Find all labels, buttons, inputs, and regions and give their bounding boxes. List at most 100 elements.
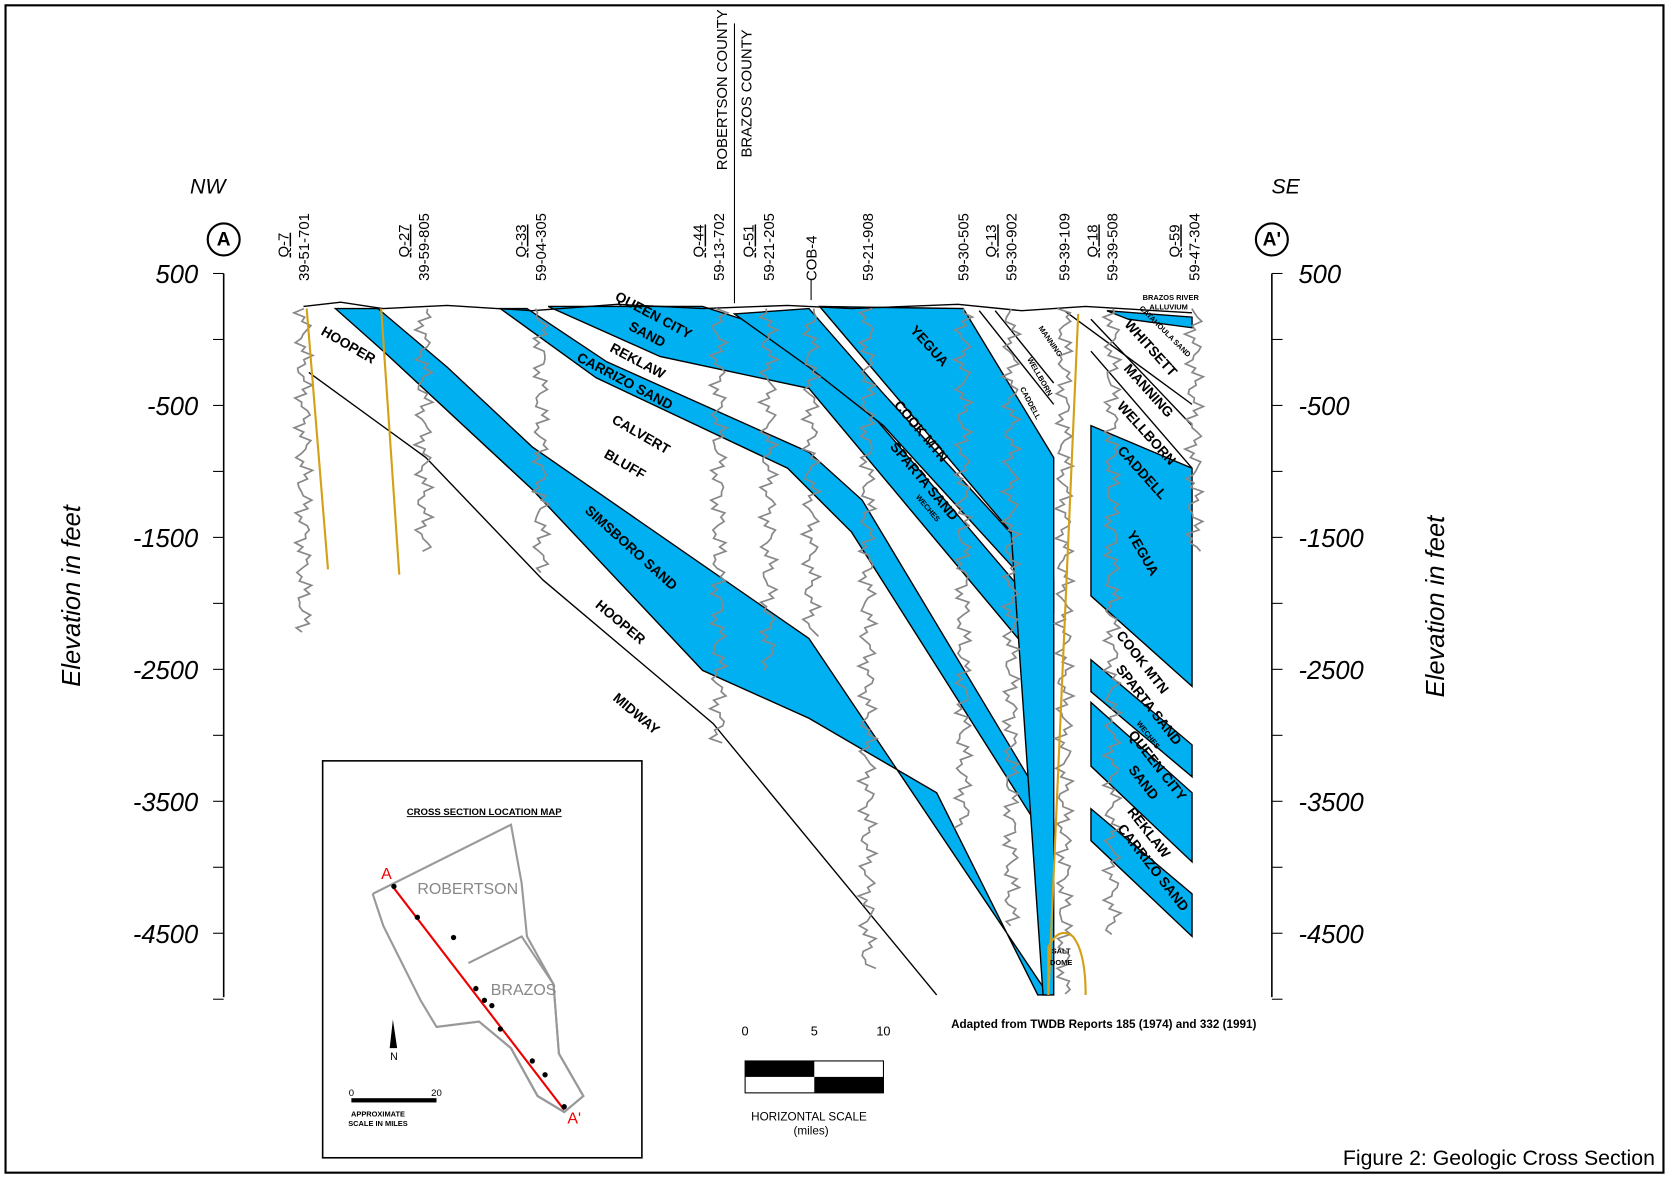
horizontal-scale: 0 5 10 HORIZONTAL SCALE (miles) xyxy=(742,1023,891,1137)
inset-well xyxy=(529,1058,535,1064)
contact xyxy=(1090,318,1193,427)
tick-label: -500 xyxy=(147,393,198,421)
tick-label: -3500 xyxy=(133,789,198,817)
inset-well xyxy=(450,934,457,941)
fault xyxy=(1047,313,1080,996)
queen-city-right xyxy=(1090,700,1193,864)
faults xyxy=(305,308,1087,996)
well-log xyxy=(530,308,552,574)
scale-tick: 5 xyxy=(811,1023,818,1038)
carrizo-right xyxy=(1090,807,1193,939)
inset-end: A xyxy=(381,866,392,883)
inset-well xyxy=(561,1104,567,1110)
county: BRAZOS COUNTY xyxy=(739,29,755,157)
end-label: A xyxy=(217,230,231,251)
county: ROBERTSON COUNTY xyxy=(715,9,731,170)
tick-label: 500 xyxy=(156,261,199,289)
formation-label: DOME xyxy=(1050,958,1072,967)
end-marker xyxy=(1254,222,1289,257)
well-id: Q-51 xyxy=(742,224,758,257)
surface xyxy=(303,301,1193,314)
inset-county: ROBERTSON xyxy=(417,881,518,898)
north-arrow xyxy=(389,1019,398,1049)
tick-label: -4500 xyxy=(1298,921,1363,949)
scale-caption: HORIZONTAL SCALE xyxy=(751,1111,867,1124)
well-number: 59-47-304 xyxy=(1187,213,1203,281)
fault xyxy=(305,308,330,570)
section-line xyxy=(390,884,566,1111)
well-number: 59-13-702 xyxy=(712,213,728,281)
well-log xyxy=(1100,308,1125,936)
contacts xyxy=(303,301,1193,996)
inset-scale-caption: SCALE IN MILES xyxy=(348,1119,408,1128)
axis-label: Elevation in feet xyxy=(1422,515,1450,697)
inset-frame xyxy=(321,760,643,1159)
contact xyxy=(308,371,938,996)
scale-block xyxy=(745,1060,815,1077)
catahoula xyxy=(1106,310,1193,329)
well-id: Q-7 xyxy=(277,233,293,258)
well-id: Q-13 xyxy=(984,224,1000,257)
well-number: 59-21-908 xyxy=(861,213,877,281)
inset-scale-tick: 20 xyxy=(431,1088,442,1099)
well-number: 59-21-205 xyxy=(762,213,778,281)
tick-label: -2500 xyxy=(1298,657,1363,685)
inset-well xyxy=(542,1072,548,1078)
well-id: Q-18 xyxy=(1085,224,1101,257)
direction: NW xyxy=(190,175,227,199)
well-id: Q-33 xyxy=(514,224,530,257)
well-number: 59-04-305 xyxy=(534,213,550,281)
well-log xyxy=(799,308,823,637)
tick-label: -4500 xyxy=(133,921,198,949)
inset-well xyxy=(414,914,421,920)
scale-tick: 0 xyxy=(742,1023,749,1038)
border xyxy=(4,4,1665,1174)
tick-label: -3500 xyxy=(1298,789,1363,817)
axis-label: Elevation in feet xyxy=(58,504,86,686)
inset-well xyxy=(391,883,397,890)
well-log xyxy=(1052,307,1077,995)
inset-county: BRAZOS xyxy=(491,982,557,999)
sparta-right xyxy=(1090,658,1193,779)
formation-label: SALT xyxy=(1052,946,1071,955)
north-label: N xyxy=(390,1051,398,1063)
tick-label: -1500 xyxy=(133,525,198,553)
well-id: Q-59 xyxy=(1167,224,1183,257)
inset-map: CROSS SECTION LOCATION MAP ROBERTSON BRA… xyxy=(321,760,643,1159)
well-log xyxy=(999,308,1023,927)
inset-well xyxy=(481,997,488,1003)
well-log xyxy=(756,308,781,671)
inset-title: CROSS SECTION LOCATION MAP xyxy=(407,807,563,818)
inset-well xyxy=(473,985,479,992)
well-log xyxy=(951,308,975,829)
tick-label: -1500 xyxy=(1298,525,1363,553)
end-marker xyxy=(206,222,241,257)
direction: SE xyxy=(1272,175,1301,199)
well-log xyxy=(291,307,316,633)
well-number: 39-51-701 xyxy=(297,213,313,281)
simsboro xyxy=(333,307,1050,996)
scale-unit: (miles) xyxy=(794,1124,829,1137)
tick-label: 500 xyxy=(1298,261,1341,289)
inset-scale-bar xyxy=(351,1098,437,1103)
yegua-right xyxy=(1090,424,1193,688)
inset-well xyxy=(489,1002,495,1009)
salt-dome xyxy=(1047,931,1087,995)
contact xyxy=(978,310,1055,405)
well-log xyxy=(412,308,436,552)
scale-block xyxy=(814,1076,884,1093)
well-number: 59-30-505 xyxy=(957,213,973,281)
well-number: COB-4 xyxy=(804,235,820,280)
contact xyxy=(994,310,1055,384)
inset-end: A' xyxy=(567,1111,581,1128)
well-number: 59-30-902 xyxy=(1004,213,1020,281)
well-number: 59-39-109 xyxy=(1058,213,1074,281)
well-number: 39-59-805 xyxy=(417,213,433,281)
well-log xyxy=(1182,308,1206,552)
well-number: 59-39-508 xyxy=(1106,213,1122,281)
formation-label: ALLUVIUM xyxy=(1149,303,1187,312)
well-log xyxy=(707,307,730,744)
contact xyxy=(1090,350,1193,469)
formation-label: BRAZOS RIVER xyxy=(1143,293,1200,302)
